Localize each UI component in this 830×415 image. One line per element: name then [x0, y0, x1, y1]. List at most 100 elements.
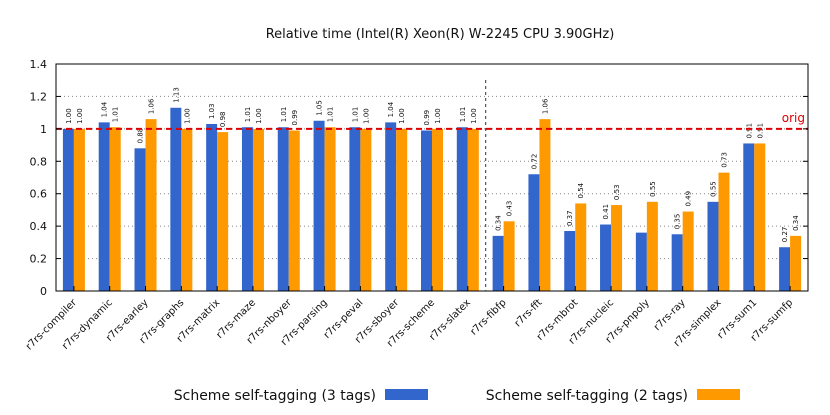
y-tick-label: 1: [40, 123, 47, 136]
bar-series-1: [600, 224, 612, 291]
y-tick-label: 0: [40, 285, 47, 298]
reference-line-label: orig: [782, 111, 805, 125]
bar-series-2: [109, 127, 121, 291]
bar-series-2: [575, 203, 587, 291]
x-tick-label: r7rs-fibfp: [468, 297, 508, 337]
bar-series-1: [313, 120, 325, 291]
bar-series-2: [360, 128, 372, 291]
data-label: 1.04: [101, 101, 109, 117]
bar-series-1: [134, 148, 146, 291]
bar-series-2: [324, 127, 336, 291]
data-label: 1.05: [316, 100, 324, 116]
data-label: 1.00: [255, 108, 263, 124]
data-label: 1.03: [208, 103, 216, 119]
bar-series-2: [467, 128, 479, 291]
bar-series-1: [743, 143, 755, 291]
data-label: 1.00: [183, 108, 191, 124]
data-label: 0.34: [792, 215, 800, 231]
bar-series-1: [671, 234, 683, 291]
data-label: 1.04: [387, 101, 395, 117]
data-label: 0.54: [577, 182, 585, 198]
reference-line-group: orig: [56, 111, 808, 130]
y-tick-label: 0.2: [30, 253, 48, 266]
data-label: 0.49: [685, 191, 693, 207]
bar-series-2: [73, 128, 85, 291]
data-label: 1.01: [280, 107, 288, 123]
bar-series-1: [62, 128, 74, 291]
data-label: 1.06: [541, 98, 549, 114]
bar-series-1: [492, 235, 504, 291]
bars: 1.00 1.00 1.04 1.010.881.061.131.00 1.030.98…: [62, 87, 802, 292]
bar-series-2: [682, 211, 694, 291]
data-label: 0.41: [602, 204, 610, 220]
bar-series-2: [611, 205, 623, 291]
x-tick-label: r7rs-fft: [513, 297, 545, 329]
bar-series-2: [539, 119, 551, 291]
bar-series-2: [718, 172, 730, 291]
y-tick-label: 0.6: [30, 188, 48, 201]
data-label: 0.53: [613, 184, 621, 200]
legend-swatch-series-2: [697, 389, 740, 400]
data-label: 1.13: [172, 87, 180, 103]
data-label: 1.00: [470, 108, 478, 124]
y-tick-label: 1.4: [30, 58, 48, 71]
y-tick-label: 1.2: [30, 90, 48, 103]
data-label: 1.01: [327, 107, 335, 123]
bar-series-1: [277, 127, 289, 291]
data-label: 0.99: [291, 110, 299, 126]
bar-series-2: [288, 130, 300, 291]
bar-series-1: [421, 130, 432, 291]
data-label: 0.55: [649, 181, 657, 197]
data-label: 0.98: [219, 112, 227, 128]
bar-series-2: [432, 128, 443, 291]
data-label: 0.35: [674, 214, 682, 230]
bar-series-2: [252, 128, 264, 291]
bar-series-1: [456, 127, 468, 291]
data-label: 0.73: [720, 152, 728, 168]
chart-title: Relative time (Intel(R) Xeon(R) W-2245 C…: [266, 27, 615, 42]
bar-series-1: [564, 231, 576, 291]
bar-series-1: [707, 201, 719, 291]
legend-label-series-2: Scheme self-tagging (2 tags): [486, 388, 688, 404]
legend-swatch-series-1: [385, 389, 428, 400]
bar-series-1: [170, 107, 182, 292]
bar-series-1: [241, 127, 253, 291]
legend: Scheme self-tagging (3 tags) Scheme self-…: [174, 388, 740, 404]
bar-series-2: [396, 128, 408, 291]
data-label: 0.91: [756, 123, 764, 139]
data-label: 1.00: [65, 108, 73, 124]
bar-series-2: [503, 221, 515, 291]
data-label: 0.34: [495, 215, 503, 231]
data-label: 0.43: [506, 201, 514, 217]
y-tick-label: 0.8: [30, 155, 48, 168]
data-label: 0.37: [566, 210, 574, 226]
data-label: 1.00: [362, 108, 370, 124]
bar-series-2: [646, 201, 658, 291]
data-label: 1.06: [148, 98, 156, 114]
bar-series-2: [181, 128, 193, 291]
data-label: 1.00: [398, 108, 406, 124]
bar-series-2: [217, 132, 229, 291]
data-label: 1.01: [459, 107, 467, 123]
y-tick-label: 0.4: [30, 220, 48, 233]
bar-series-1: [635, 232, 647, 291]
data-label: 0.55: [709, 181, 717, 197]
bar-series-1: [779, 247, 791, 291]
x-tick-label: r7rs-ray: [652, 297, 688, 333]
data-label: 1.00: [434, 108, 442, 124]
bar-series-1: [385, 122, 397, 291]
data-label: 0.72: [530, 154, 538, 170]
bar-series-2: [145, 119, 157, 291]
data-label: 0.27: [781, 227, 789, 243]
bar-series-1: [98, 122, 110, 291]
legend-label-series-1: Scheme self-tagging (3 tags): [174, 388, 376, 404]
bar-series-2: [790, 235, 802, 291]
bar-series-1: [206, 123, 218, 291]
data-label: 1.01: [244, 107, 252, 123]
data-label: 0.88: [137, 128, 145, 144]
data-label: 0.99: [423, 110, 431, 126]
data-label: 1.01: [112, 107, 120, 123]
bar-series-1: [349, 127, 361, 291]
bar-series-1: [528, 174, 540, 291]
